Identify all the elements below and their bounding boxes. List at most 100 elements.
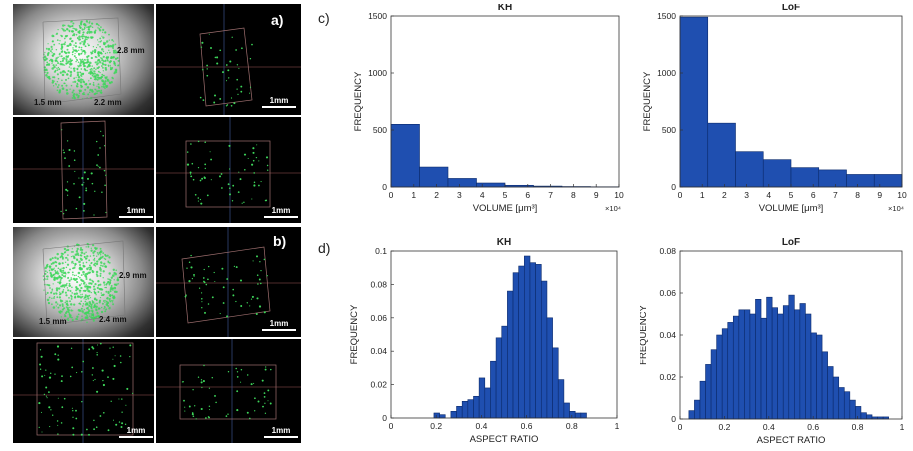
histogram-kh-aspect-ratio: KH 0 0.2 0.4 0.6 0.8 1 0 0.02 0.04 0.06 0.08 0.1 ASPE… bbox=[350, 237, 620, 445]
histogram-bar bbox=[760, 317, 767, 420]
dimension-label: 1.5 mm bbox=[34, 98, 62, 107]
scale-bar: 1mm bbox=[119, 206, 153, 218]
histogram-bar bbox=[766, 296, 773, 420]
image-b-top-right-view: b) 1mm bbox=[156, 227, 301, 337]
dimension-label: 2.9 mm bbox=[119, 271, 147, 280]
histogram-bar bbox=[529, 262, 536, 419]
histogram-kh-volume: KH 0 1 2 3 4 5 6 7 8 9 10 0 500 1000 1500 VOLUME [μm³] FR… bbox=[353, 4, 624, 214]
histogram-bar bbox=[790, 167, 820, 188]
histogram-bar bbox=[679, 16, 709, 188]
histogram-bar bbox=[873, 174, 903, 188]
x-tick-label: 5 bbox=[789, 190, 794, 200]
histogram-bar bbox=[727, 322, 734, 420]
chart-title: LoF bbox=[782, 237, 800, 248]
x-tick-label: 3 bbox=[457, 190, 462, 200]
scale-bar: 1mm bbox=[264, 426, 298, 438]
histogram-bar bbox=[512, 272, 519, 419]
particle-slice bbox=[156, 339, 301, 443]
x-tick-label: 10 bbox=[614, 190, 624, 200]
particle-cloud bbox=[42, 240, 126, 326]
x-tick-label: 0.2 bbox=[430, 421, 442, 431]
y-tick-label: 0.02 bbox=[659, 372, 676, 382]
x-tick-label: 1 bbox=[700, 190, 705, 200]
y-tick-label: 0.04 bbox=[370, 346, 387, 356]
image-a-bottom-right-view: 1mm bbox=[156, 117, 301, 223]
histogram-bar bbox=[439, 414, 446, 419]
histogram-bar bbox=[810, 332, 817, 420]
y-tick-label: 0.02 bbox=[370, 380, 387, 390]
x-tick-label: 1 bbox=[615, 421, 620, 431]
histogram-bar bbox=[580, 412, 587, 419]
histogram-bar bbox=[738, 309, 745, 420]
histogram-bar bbox=[749, 313, 756, 420]
y-tick-label: 0 bbox=[671, 414, 676, 424]
histogram-bar bbox=[721, 328, 729, 420]
histogram-bar bbox=[557, 379, 565, 419]
y-tick-label: 0.04 bbox=[659, 330, 676, 340]
histogram-bar bbox=[478, 377, 486, 419]
plot-area-frame bbox=[390, 250, 618, 419]
x-tick-label: 5 bbox=[503, 190, 508, 200]
particle-slice bbox=[156, 227, 301, 337]
particle-slice bbox=[13, 117, 154, 223]
histogram-bar bbox=[849, 399, 856, 420]
plot-area-frame bbox=[390, 15, 620, 188]
histogram-bar bbox=[450, 411, 457, 419]
histogram-bar bbox=[866, 414, 873, 420]
x-tick-label: 0.4 bbox=[763, 422, 775, 432]
scale-bar: 1mm bbox=[262, 96, 296, 108]
histogram-bar bbox=[782, 305, 790, 420]
histogram-bar bbox=[456, 406, 463, 419]
histogram-bar bbox=[755, 299, 762, 420]
histogram-lof-volume: LoF 0 1 2 3 4 5 6 7 8 9 10 0 500 1000 1500 VOLUME [μm³] F… bbox=[642, 4, 907, 214]
image-a-bottom-left-view: 1mm bbox=[13, 117, 154, 223]
image-b-3d-view: 2.9 mm 1.5 mm 2.4 mm bbox=[13, 227, 154, 337]
x-tick-label: 3 bbox=[744, 190, 749, 200]
histogram-bar bbox=[507, 290, 514, 419]
dimension-label: 2.4 mm bbox=[99, 315, 127, 324]
histogram-bar bbox=[535, 264, 542, 419]
histogram-bar bbox=[546, 317, 553, 419]
x-tick-label: 8 bbox=[571, 190, 576, 200]
x-tick-label: 0.8 bbox=[566, 421, 578, 431]
y-tick-label: 1000 bbox=[368, 68, 387, 78]
histogram-bar bbox=[843, 391, 851, 420]
histogram-bar bbox=[805, 313, 812, 420]
histogram-bar bbox=[707, 122, 736, 188]
x-axis-label: ASPECT RATIO bbox=[757, 435, 826, 446]
particle-slice bbox=[156, 117, 301, 223]
image-b-bottom-left-view: 1mm bbox=[13, 339, 154, 443]
histogram-bar bbox=[846, 174, 875, 188]
histogram-bar bbox=[688, 410, 695, 420]
scale-bar: 1mm bbox=[264, 206, 298, 218]
particle-slice bbox=[156, 4, 301, 115]
histogram-bar bbox=[501, 325, 508, 419]
histogram-bar bbox=[855, 406, 862, 420]
histogram-bar bbox=[771, 307, 778, 420]
y-axis-label: FREQUENCY bbox=[642, 71, 653, 131]
x-tick-label: 0.2 bbox=[718, 422, 730, 432]
histogram-bar bbox=[832, 376, 840, 420]
histogram-bar bbox=[490, 360, 497, 419]
histogram-bar bbox=[716, 334, 723, 420]
scale-bar: 1mm bbox=[262, 319, 296, 331]
scale-bar: 1mm bbox=[119, 426, 153, 438]
y-tick-label: 1500 bbox=[657, 11, 676, 21]
x-tick-label: 9 bbox=[877, 190, 882, 200]
histogram-bar bbox=[744, 309, 751, 420]
chart-title: KH bbox=[498, 4, 512, 13]
histogram-bar bbox=[419, 166, 449, 188]
histogram-bar bbox=[705, 364, 712, 420]
x-axis-multiplier: ×10⁴ bbox=[605, 204, 621, 213]
x-tick-label: 4 bbox=[480, 190, 485, 200]
y-tick-label: 0 bbox=[382, 413, 387, 423]
panel-label: a) bbox=[271, 12, 284, 28]
histogram-lof-aspect-ratio: LoF 0 0.2 0.4 0.6 0.8 1 0 0.02 0.04 0.06 0.08 ASPECT… bbox=[640, 237, 905, 446]
x-tick-label: 2 bbox=[722, 190, 727, 200]
histogram-bar bbox=[569, 411, 576, 419]
y-tick-label: 0.08 bbox=[370, 279, 387, 289]
histogram-bar bbox=[788, 294, 795, 420]
y-tick-label: 0 bbox=[671, 182, 676, 192]
histogram-bar bbox=[762, 159, 792, 188]
histogram-bar bbox=[495, 337, 503, 419]
